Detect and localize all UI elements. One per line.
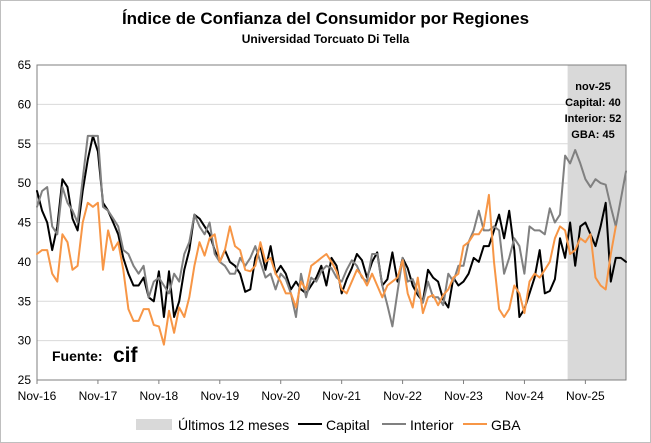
x-tick-label: Nov-21 (322, 389, 361, 403)
y-tick-label: 55 (18, 137, 32, 151)
x-tick-label: Nov-24 (505, 389, 544, 403)
x-tick-label: Nov-25 (566, 389, 605, 403)
annotation-month: nov-25 (575, 81, 610, 93)
x-axis-ticks: Nov-16 Nov-17 Nov-18 Nov-19 Nov-20 Nov-21 Nov-… (18, 380, 605, 403)
annotation-gba: GBA: 45 (571, 129, 614, 141)
x-tick-label: Nov-22 (383, 389, 422, 403)
annotation-interior: Interior: 52 (565, 113, 622, 125)
series-line-capital (36, 134, 627, 318)
cif-logo: cif (113, 344, 139, 367)
y-tick-label: 25 (18, 373, 32, 387)
x-tick-label: Nov-19 (200, 389, 239, 403)
plot-area-border (36, 64, 627, 381)
x-tick-label: Nov-16 (18, 389, 57, 403)
y-gridlines (37, 64, 626, 381)
source-label: Fuente: (52, 348, 103, 364)
series-line-interior (36, 134, 627, 328)
y-tick-label: 30 (18, 334, 32, 348)
y-tick-label: 45 (18, 216, 32, 230)
legend-label-gba: GBA (491, 417, 521, 433)
y-tick-label: 50 (18, 176, 32, 190)
legend-swatch-shading (136, 419, 172, 430)
y-tick-label: 35 (18, 294, 32, 308)
chart-title: Índice de Confianza del Consumidor por R… (121, 9, 530, 28)
y-axis-ticks: 25 30 35 40 45 50 55 60 65 (18, 58, 32, 387)
series-lines (36, 134, 627, 346)
y-tick-label: 60 (18, 97, 32, 111)
y-tick-label: 40 (18, 255, 32, 269)
series-line-gba (36, 193, 617, 346)
legend-label-shading: Últimos 12 meses (178, 417, 289, 433)
legend-label-capital: Capital (326, 417, 370, 433)
x-tick-label: Nov-17 (79, 389, 118, 403)
legend-label-interior: Interior (410, 417, 454, 433)
y-tick-label: 65 (18, 58, 32, 72)
annotation-capital: Capital: 40 (565, 97, 621, 109)
chart-subtitle: Universidad Torcuato Di Tella (241, 32, 410, 46)
x-tick-label: Nov-23 (444, 389, 483, 403)
x-tick-label: Nov-20 (261, 389, 300, 403)
x-tick-label: Nov-18 (140, 389, 179, 403)
